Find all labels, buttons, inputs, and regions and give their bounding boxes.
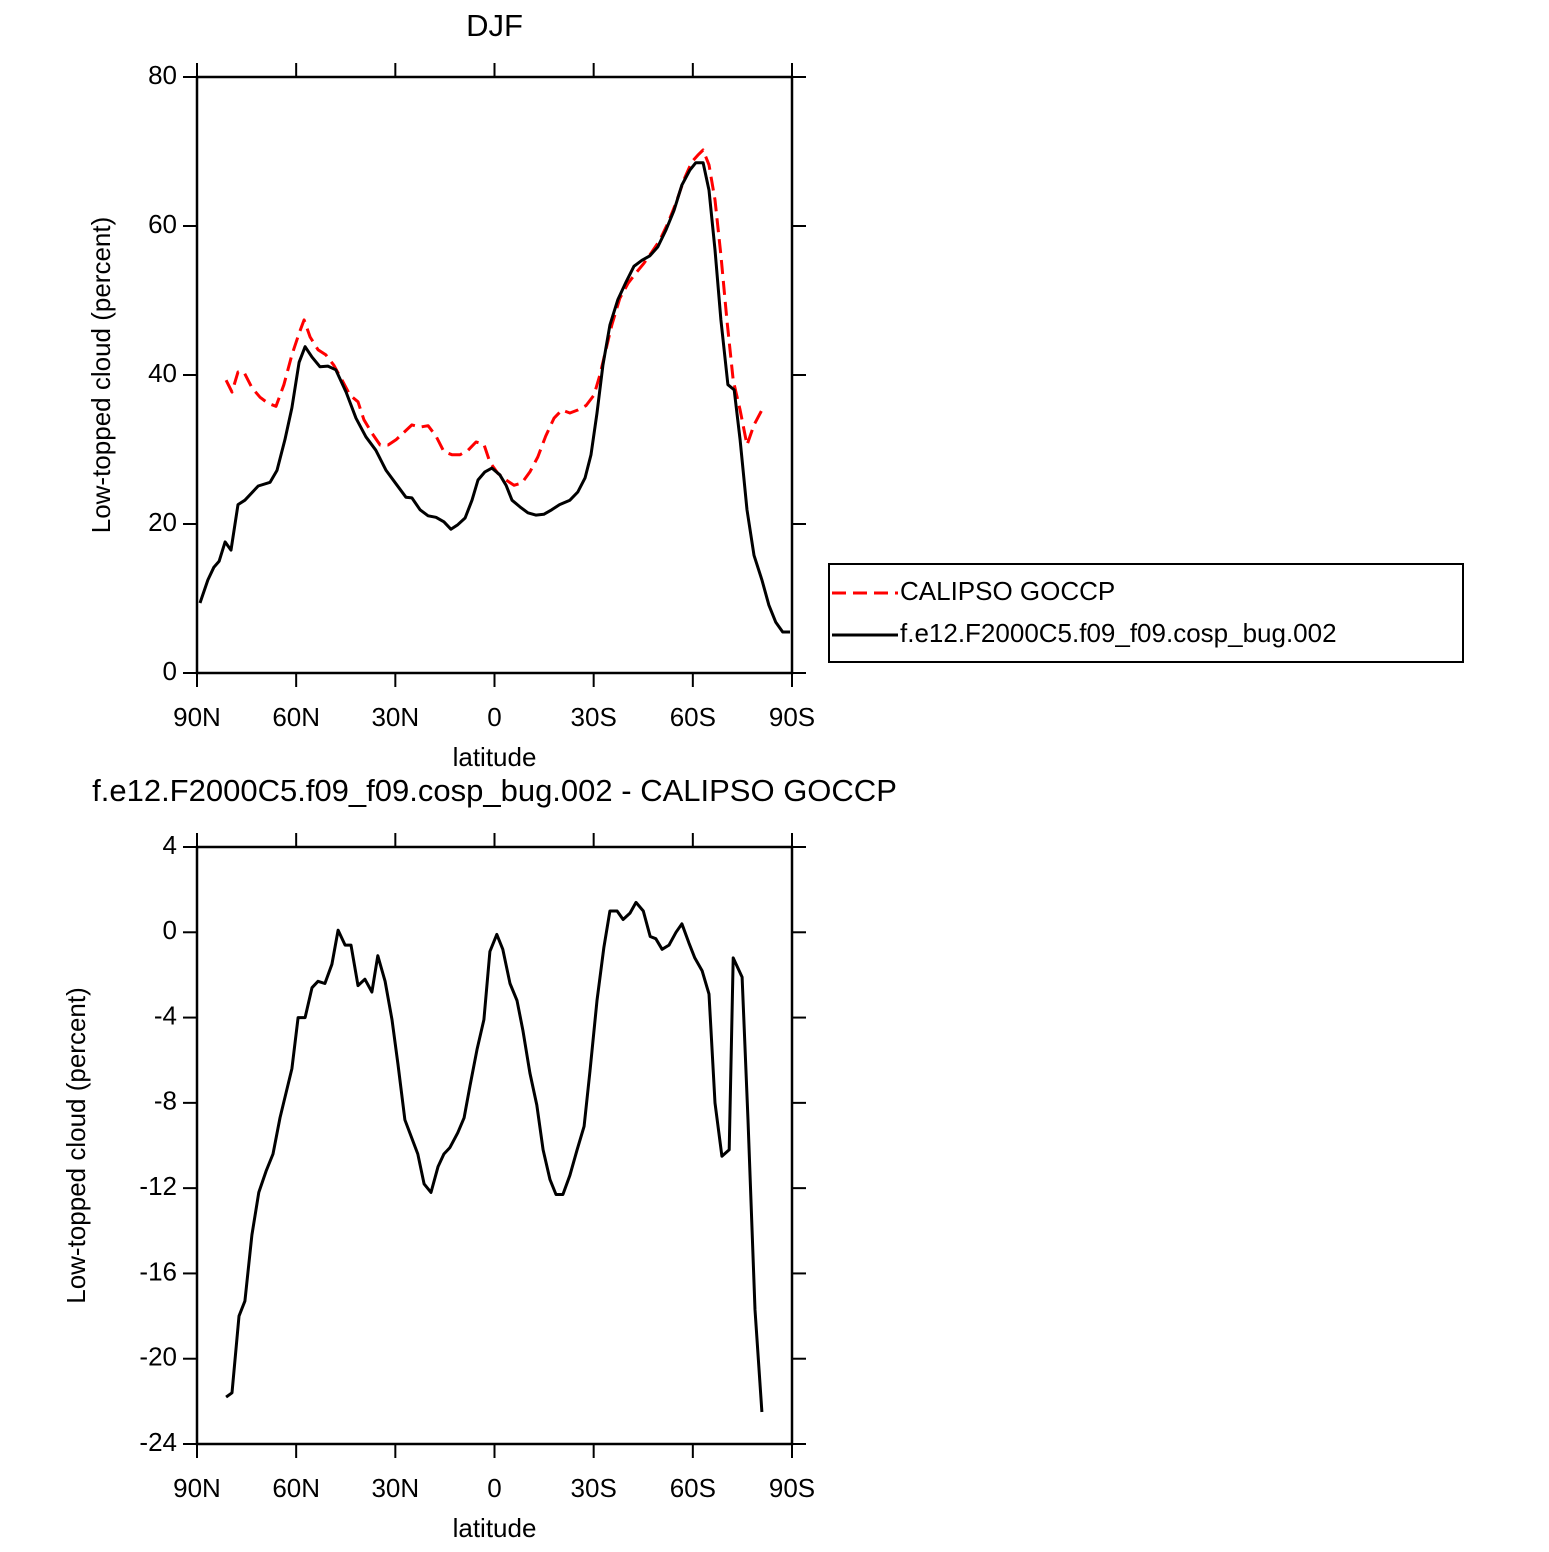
x-tick-label: 90N [173,1473,221,1503]
x-tick-label: 0 [487,702,501,732]
y-tick-label: -12 [139,1171,177,1201]
y-tick-label: 60 [148,209,177,239]
x-tick-label: 30S [571,702,617,732]
y-tick-label: -8 [154,1086,177,1116]
y-tick-label: -16 [139,1256,177,1286]
x-tick-label: 30N [371,1473,419,1503]
legend-box [828,563,1464,663]
chart-title: DJF [466,8,523,43]
y-tick-label: -20 [139,1342,177,1372]
data-line [198,161,790,634]
y-tick-label: 0 [163,656,177,686]
y-axis-label: Low-topped cloud (percent) [61,987,91,1304]
x-tick-label: 30S [571,1473,617,1503]
x-tick-label: 90N [173,702,221,732]
x-tick-label: 90S [769,1473,815,1503]
x-tick-label: 90S [769,702,815,732]
x-tick-label: 30N [371,702,419,732]
y-axis-label: Low-topped cloud (percent) [86,217,116,534]
legend-label: CALIPSO GOCCP [900,576,1115,606]
y-tick-label: 4 [163,830,177,860]
plot-frame [195,845,794,1446]
data-line [224,148,764,487]
data-line [225,900,764,1413]
plot-frame [195,75,794,675]
x-tick-label: 60N [272,702,320,732]
legend: CALIPSO GOCCP f.e12.F2000C5.f09_f09.cosp_… [828,563,1464,663]
y-tick-label: 40 [148,358,177,388]
y-tick-label: 20 [148,507,177,537]
chart-title: f.e12.F2000C5.f09_f09.cosp_bug.002 - CAL… [92,773,897,808]
x-tick-label: 0 [487,1473,501,1503]
x-tick-label: 60S [670,1473,716,1503]
y-tick-label: -24 [139,1427,177,1457]
legend-label: f.e12.F2000C5.f09_f09.cosp_bug.002 [900,618,1337,648]
x-axis-label: latitude [453,1513,537,1543]
x-tick-label: 60S [670,702,716,732]
y-tick-label: 0 [163,915,177,945]
y-tick-label: -4 [154,1000,177,1030]
x-axis-label: latitude [453,742,537,772]
y-tick-label: 80 [148,60,177,90]
x-tick-label: 60N [272,1473,320,1503]
